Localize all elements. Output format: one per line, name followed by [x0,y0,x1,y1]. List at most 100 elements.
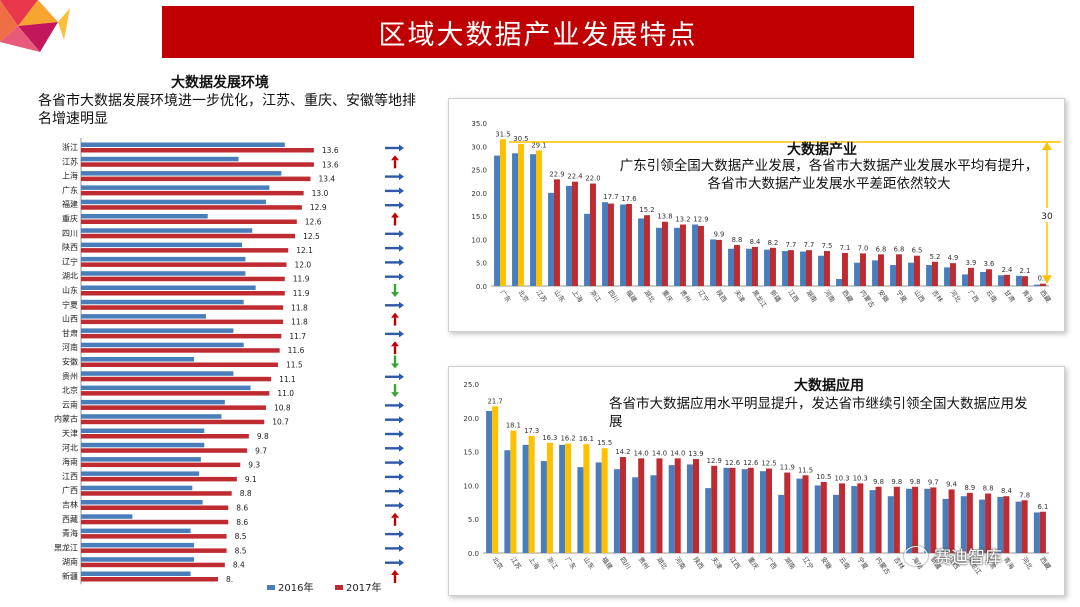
environment-category-label: 青海 [62,528,78,538]
application-value-label: 9.7 [928,478,939,486]
trend-flat-icon [385,544,404,552]
environment-category-label: 内蒙古 [54,414,78,424]
industry-value-label: 3.6 [984,260,995,268]
industry-value-label: 4.9 [948,254,959,262]
industry-category-label: 福建 [624,288,639,304]
application-value-label: 12.6 [743,459,758,467]
industry-bar-2017 [824,251,830,286]
application-bar-2017 [966,492,973,553]
trend-flat-icon [385,173,404,181]
environment-bar-2016 [81,314,207,319]
industry-value-label: 3.9 [966,259,977,267]
environment-bar-2017 [81,419,265,425]
industry-ytick-label: 25.0 [471,167,487,175]
application-bar-2017 [583,444,590,553]
application-bar-2017 [930,487,937,553]
environment-category-label: 广西 [62,485,78,495]
industry-bar-2016 [926,265,932,286]
environment-category-label: 湖北 [62,272,78,281]
industry-bar-2016 [674,227,680,286]
application-bar-2016 [814,485,821,553]
application-bar-2016 [906,488,913,553]
environment-category-label: 山东 [62,285,78,295]
environment-bar-2016 [81,299,244,305]
environment-value-label: 8.5 [235,546,247,555]
industry-bar-2017 [500,139,506,286]
application-category-label: 广西 [764,555,779,571]
environment-bar-2017 [81,577,219,582]
application-title: 大数据应用 [794,378,864,394]
environment-bar-2016 [81,328,234,333]
environment-bar-2017 [81,348,280,353]
application-value-label: 17.3 [524,427,539,435]
environment-bar-2017 [81,505,229,510]
application-panel: 0.0 5.0 10.0 15.0 20.0 25.0 21.7 北京 18.1 江苏 17.3 上海… [448,366,1065,596]
environment-bar-2017 [81,333,282,339]
environment-bar-2016 [81,528,191,534]
environment-bar-2017 [81,291,285,296]
legend-2017-swatch [335,585,343,590]
environment-bar-2017 [81,233,296,239]
industry-bar-2016 [872,260,878,286]
application-category-label: 河南 [673,555,688,571]
application-value-label: 21.7 [488,397,503,405]
trend-flat-icon [385,187,404,195]
application-bar-2017 [711,465,718,553]
application-bar-2017 [692,459,699,553]
industry-bar-2017 [914,255,920,286]
application-value-label: 18.1 [506,422,521,430]
environment-category-label: 西藏 [62,514,78,524]
application-value-label: 12.9 [707,457,722,465]
environment-bar-2016 [81,414,222,419]
trend-up-icon [391,312,399,326]
industry-bar-2017 [644,215,650,286]
application-bar-2017 [948,489,955,553]
application-value-label: 9.8 [873,478,884,486]
industry-bar-2016 [494,155,500,286]
industry-bar-2017 [752,246,758,286]
environment-value-label: 9.7 [255,446,267,455]
industry-bar-2017 [968,267,974,286]
industry-bar-2016 [836,279,842,286]
application-bar-2017 [546,442,553,553]
application-value-label: 7.8 [1019,491,1030,499]
application-bar-2017 [802,475,809,553]
application-value-label: 14.0 [670,449,685,457]
application-bar-2016 [650,475,657,553]
application-value-label: 10.3 [853,474,868,482]
application-category-label: 上海 [527,555,542,571]
industry-category-label: 内蒙古 [858,288,877,310]
industry-bar-2017 [698,225,704,286]
application-bar-2017 [1003,496,1010,553]
watermark-text: 赛迪智库 [934,548,1002,568]
industry-category-label: 吉林 [930,288,945,304]
application-ytick-label: 15.0 [463,449,479,457]
environment-category-label: 新疆 [62,571,78,581]
application-bar-2017 [656,458,663,553]
industry-bar-2017 [734,245,740,286]
trend-flat-icon [385,430,404,438]
industry-bar-2017 [1040,283,1046,286]
environment-value-label: 8. [226,575,233,584]
industry-bar-2016 [512,153,518,286]
application-bar-2017 [565,443,572,553]
industry-bar-2016 [890,265,896,286]
environment-bar-2016 [81,371,234,376]
trend-flat-icon [385,416,404,424]
environment-bar-2017 [81,319,284,325]
application-category-label: 浙江 [545,555,560,571]
environment-bar-2017 [81,391,270,396]
environment-bar-2016 [81,199,266,205]
application-category-label: 西藏 [1038,555,1053,571]
environment-value-label: 8.5 [235,532,247,541]
environment-value-label: 12.6 [305,218,322,227]
environment-bar-2017 [81,205,302,210]
environment-category-label: 海南 [62,457,78,467]
environment-category-label: 吉林 [62,500,78,510]
industry-value-label: 31.5 [495,130,510,138]
application-bar-2016 [595,462,602,553]
application-value-label: 16.2 [561,434,576,442]
industry-category-label: 陕西 [714,288,729,304]
application-value-label: 9.8 [891,478,902,486]
industry-bar-2017 [950,263,956,286]
